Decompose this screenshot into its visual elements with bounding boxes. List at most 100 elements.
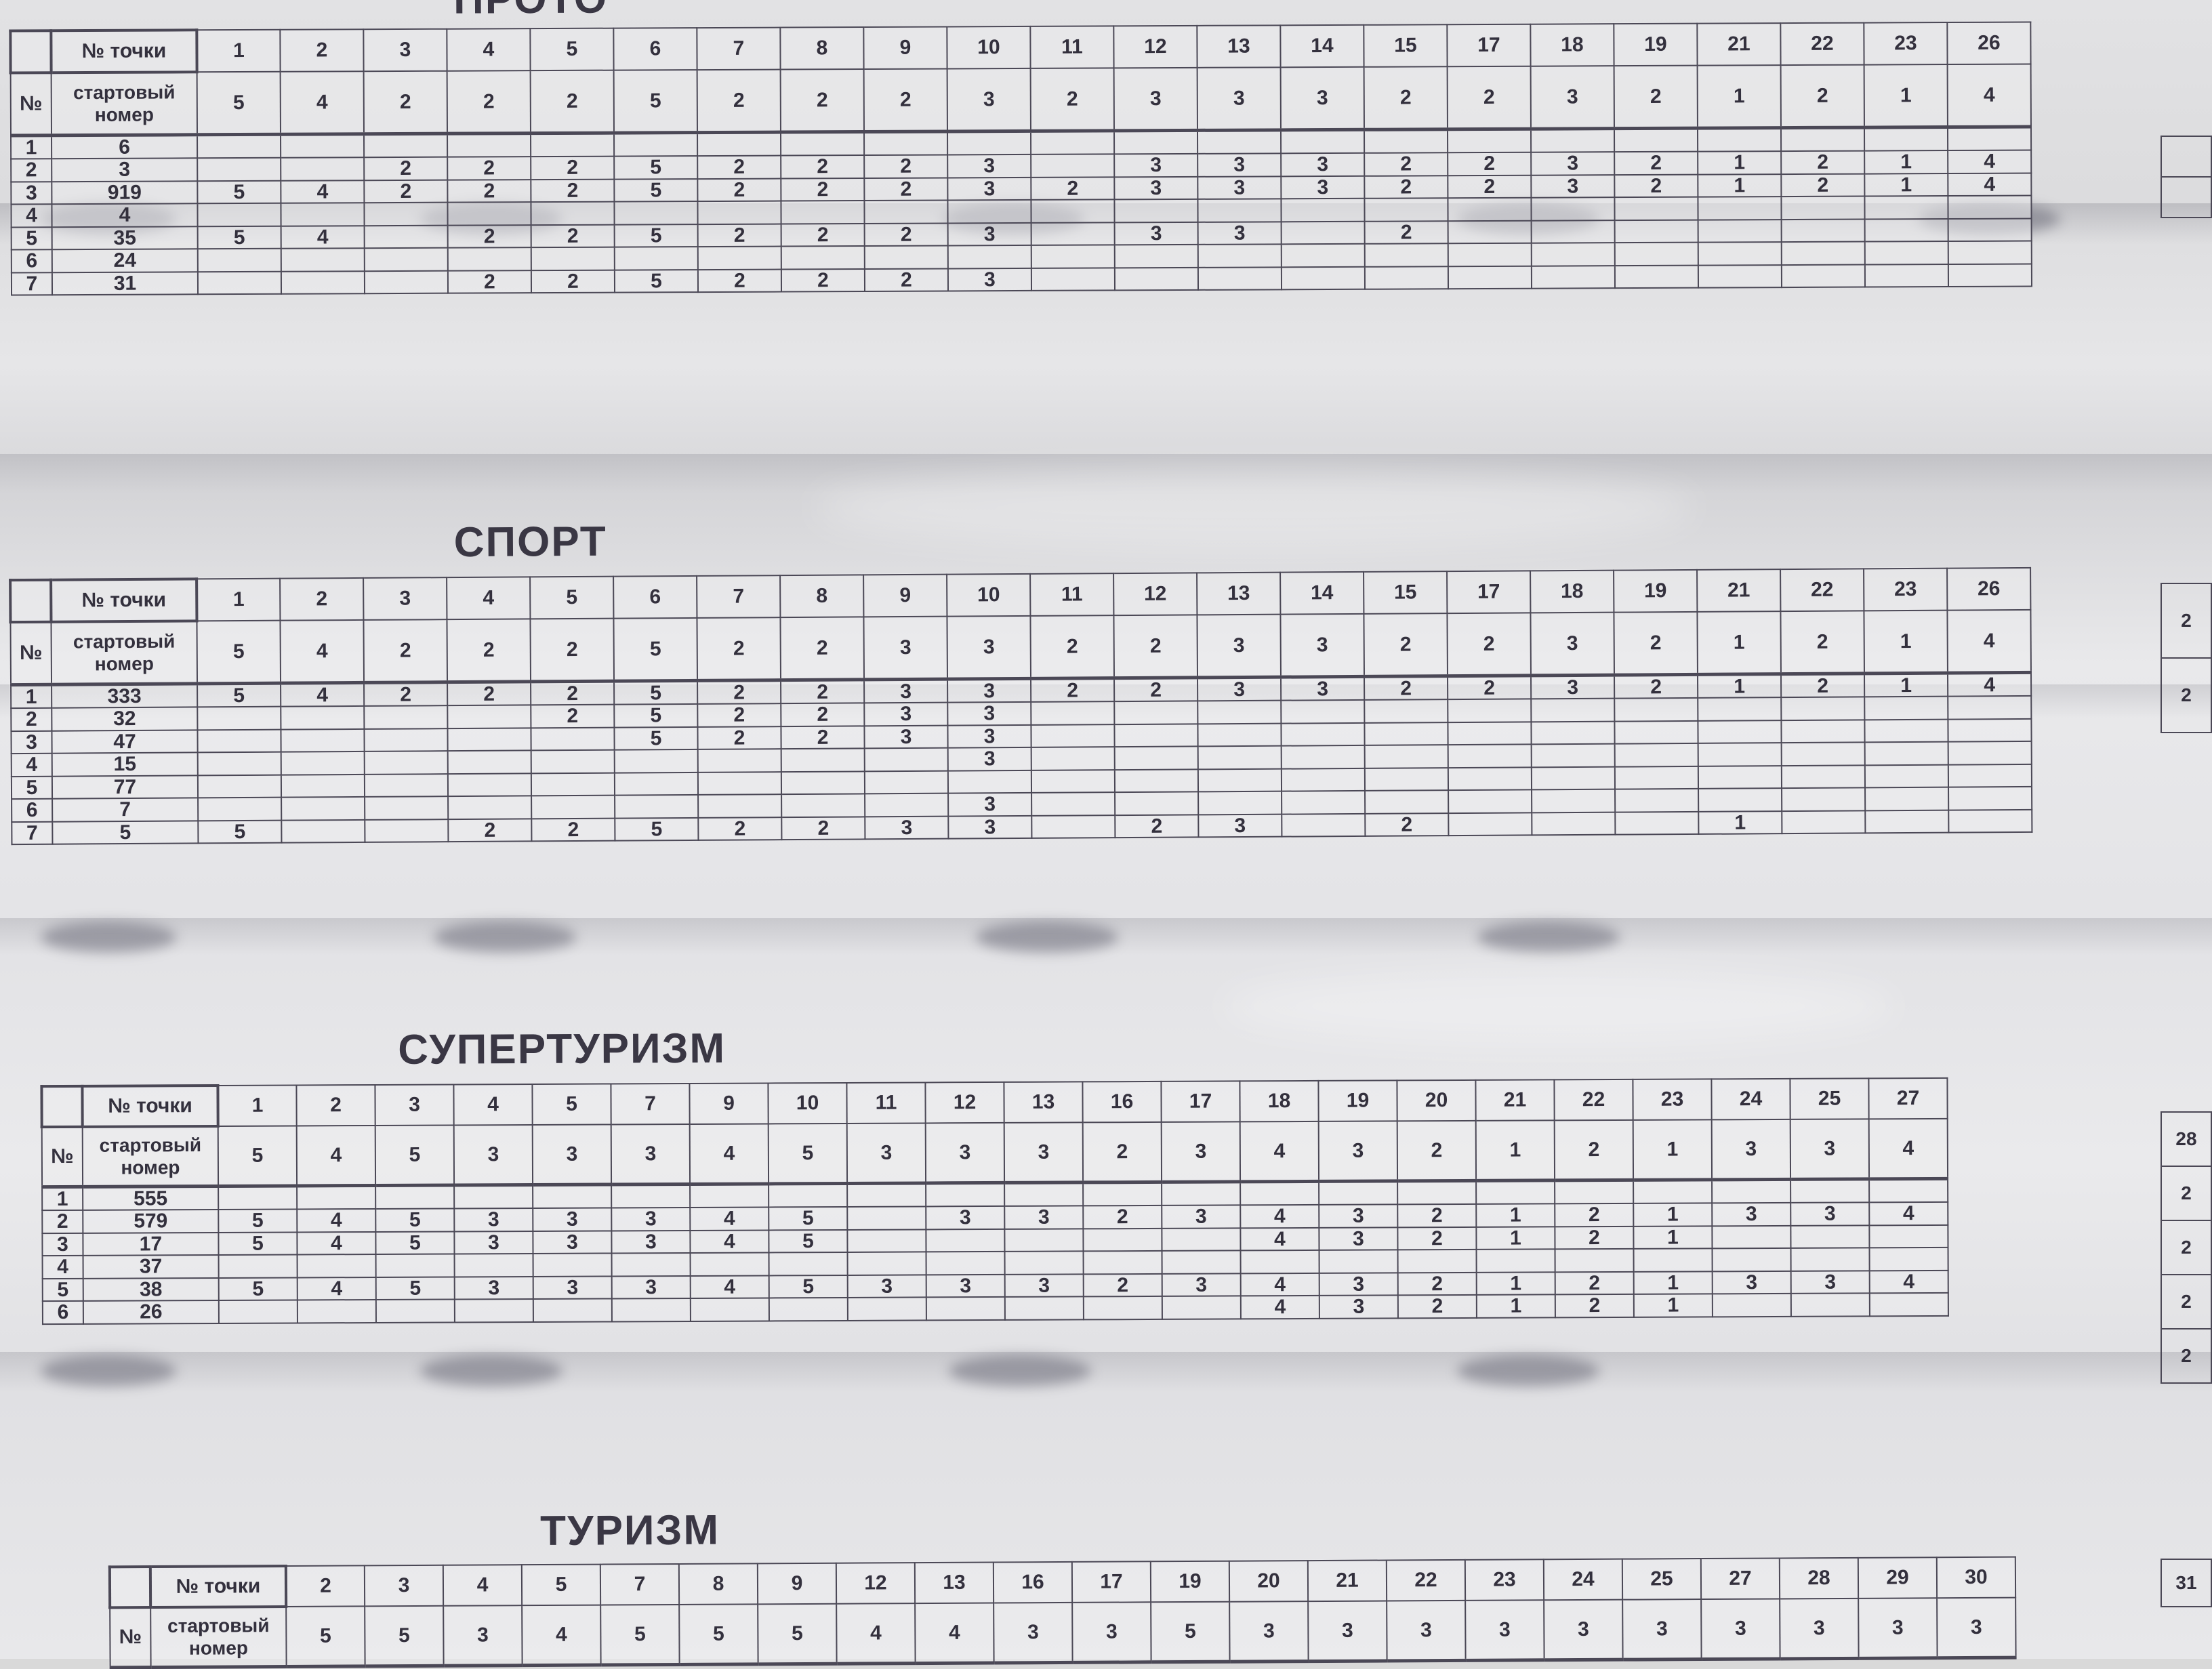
- point-weight-cell: 3: [1780, 1598, 1859, 1659]
- point-number-header: 8: [678, 1563, 758, 1605]
- score-cell: [1397, 1249, 1477, 1273]
- point-number-header: 9: [689, 1083, 769, 1124]
- point-number-header: 4: [447, 577, 531, 620]
- point-weight-cell: 1: [1864, 64, 1948, 127]
- point-weight-cell: 5: [218, 1126, 298, 1186]
- score-cell: 4: [690, 1229, 769, 1253]
- score-cell: [1614, 220, 1698, 243]
- score-cell: 3: [947, 268, 1032, 291]
- score-cell: [1319, 1180, 1398, 1205]
- score-cell: [218, 1185, 298, 1210]
- score-cell: [1869, 1292, 1948, 1316]
- score-cell: 3: [1790, 1270, 1870, 1294]
- section-title-supertourism: СУПЕРТУРИЗМ: [398, 1025, 726, 1073]
- points-row-label: № точки: [51, 579, 197, 622]
- score-cell: [1281, 266, 1366, 290]
- score-cell: [1162, 1296, 1241, 1319]
- point-weight-cell: 3: [1701, 1599, 1780, 1660]
- row-index-cell: 3: [42, 1233, 83, 1256]
- score-cell: 3: [611, 1207, 691, 1231]
- point-weight-cell: 3: [1280, 66, 1364, 130]
- score-cell: [1162, 1181, 1241, 1206]
- point-number-header: 21: [1475, 1079, 1555, 1121]
- score-cell: [1781, 241, 1865, 265]
- score-cell: [1698, 242, 1782, 266]
- score-cell: [1614, 743, 1698, 767]
- edge-fragment-cell: 2: [2160, 1274, 2212, 1330]
- score-cell: 2: [1555, 1226, 1634, 1250]
- score-cell: [690, 1298, 769, 1321]
- score-cell: [375, 1184, 455, 1209]
- score-cell: [364, 728, 448, 751]
- score-cell: [531, 247, 615, 270]
- point-number-header: 12: [1113, 25, 1197, 68]
- score-cell: [281, 819, 365, 843]
- score-cell: [1031, 724, 1115, 747]
- row-index-cell: 6: [12, 798, 53, 822]
- point-number-header: 18: [1530, 24, 1614, 66]
- point-number-header: 17: [1161, 1081, 1240, 1122]
- score-cell: [1864, 127, 1948, 151]
- score-cell: [1614, 127, 1698, 152]
- point-weight-cell: 4: [280, 71, 365, 134]
- point-number-header: 12: [925, 1081, 1004, 1124]
- point-number-header: 13: [1197, 572, 1281, 615]
- score-cell: [197, 775, 282, 798]
- point-weight-cell: 4: [522, 1605, 601, 1666]
- score-cell: [1790, 1248, 1870, 1271]
- point-weight-cell: 3: [1530, 612, 1614, 676]
- score-cell: 2: [1555, 1294, 1634, 1317]
- score-cell: 2: [1114, 677, 1198, 702]
- score-cell: 2: [864, 222, 948, 247]
- score-cell: [1948, 786, 2032, 810]
- score-cell: [926, 1296, 1005, 1320]
- row-index-cell: 4: [11, 204, 52, 228]
- score-cell: 2: [1448, 175, 1532, 199]
- point-weight-cell: 3: [947, 615, 1031, 679]
- score-cell: [926, 1229, 1005, 1252]
- score-cell: [1697, 127, 1782, 152]
- point-number-header: 12: [1113, 573, 1197, 616]
- score-cell: 4: [1948, 172, 2032, 197]
- score-cell: 2: [1781, 150, 1865, 174]
- score-cell: 1: [1633, 1271, 1713, 1294]
- score-cell: [1869, 1178, 1948, 1203]
- start-number-label: стартовый номер: [82, 1126, 219, 1187]
- score-cell: [297, 1299, 376, 1323]
- score-cell: [690, 1183, 769, 1208]
- score-cell: 2: [1115, 814, 1199, 838]
- score-cell: [1197, 745, 1282, 769]
- score-cell: 2: [364, 157, 448, 180]
- point-number-header: 26: [1947, 567, 2031, 611]
- score-cell: [1364, 745, 1448, 768]
- point-number-header: 18: [1530, 570, 1614, 613]
- score-cell: [1030, 130, 1115, 154]
- score-cell: 2: [864, 177, 948, 201]
- score-cell: 3: [1198, 814, 1282, 838]
- score-cell: [865, 793, 949, 817]
- score-cell: [1781, 719, 1865, 743]
- point-weight-cell: 3: [1465, 1600, 1544, 1660]
- start-number-label: стартовый номер: [51, 72, 198, 136]
- score-cell: [1031, 154, 1115, 178]
- point-weight-cell: 3: [1937, 1597, 2016, 1658]
- edge-fragment-cell: 2: [2160, 1220, 2212, 1275]
- point-number-header: 6: [613, 575, 697, 619]
- score-cell: [1781, 764, 1866, 789]
- point-weight-cell: 5: [613, 617, 698, 681]
- point-number-header: 21: [1697, 23, 1781, 66]
- score-cell: 3: [533, 1230, 612, 1254]
- score-cell: 1: [1633, 1203, 1713, 1227]
- score-cell: 3: [1790, 1202, 1870, 1226]
- table-header-weights: № стартовый номер 5 4 2 2 2 5 2 2 3 3 2 2 3 3 2 2 3 2 1 2 1 4: [10, 609, 2031, 685]
- point-weight-cell: 5: [758, 1603, 837, 1664]
- score-cell: 1: [1476, 1203, 1555, 1227]
- score-cell: [1531, 743, 1615, 767]
- score-cell: 2: [531, 156, 615, 180]
- point-number-header: 17: [1071, 1561, 1151, 1603]
- score-cell: [1197, 129, 1282, 154]
- edge-fragment-cell: 2: [2160, 1328, 2212, 1384]
- row-index-cell: 6: [11, 249, 52, 272]
- score-cell: [697, 201, 781, 224]
- score-cell: [1532, 812, 1616, 836]
